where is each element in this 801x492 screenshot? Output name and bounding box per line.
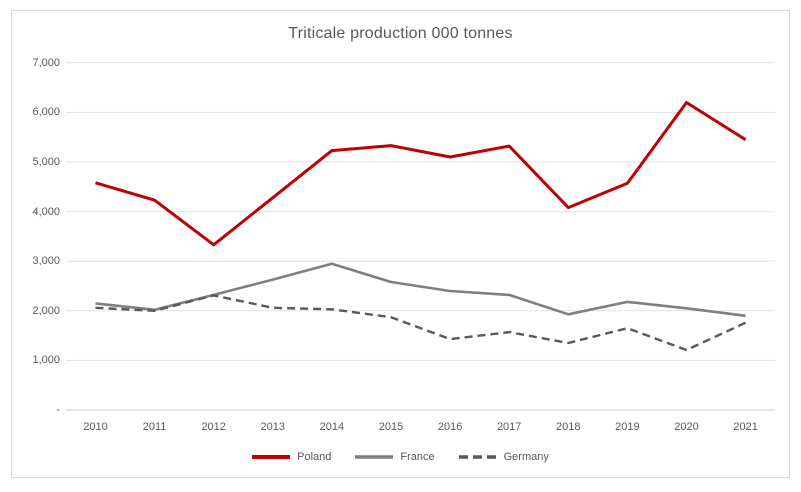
legend-item-france: France bbox=[355, 451, 435, 463]
x-tick-label: 2016 bbox=[437, 421, 463, 433]
legend-swatch-france-icon bbox=[355, 455, 394, 459]
x-tick-label: 2015 bbox=[378, 421, 404, 433]
x-tick-label: 2019 bbox=[615, 421, 640, 433]
legend-label-france: France bbox=[400, 451, 435, 463]
y-tick-label: 2,000 bbox=[32, 304, 60, 317]
series-line-germany bbox=[95, 294, 747, 352]
x-tick-label: 2018 bbox=[556, 421, 581, 433]
chart-title: Triticale production 000 tonnes bbox=[288, 25, 513, 42]
x-tick-label: 2017 bbox=[496, 421, 522, 433]
legend-swatch-germany-icon bbox=[458, 455, 497, 459]
x-tick-label: 2012 bbox=[201, 421, 226, 433]
series-line-france bbox=[95, 262, 746, 318]
legend-item-poland: Poland bbox=[252, 451, 331, 463]
legend-label-poland: Poland bbox=[297, 451, 332, 463]
chart-frame bbox=[11, 10, 790, 478]
legend-label-germany: Germany bbox=[503, 451, 549, 463]
x-tick-label: 2020 bbox=[674, 421, 699, 433]
legend: Poland France Germany bbox=[0, 448, 801, 466]
y-tick-label: 6,000 bbox=[32, 106, 60, 119]
y-tick-label: 4,000 bbox=[32, 205, 60, 218]
y-tick-label: 1,000 bbox=[32, 354, 60, 367]
y-tick-label: 3,000 bbox=[32, 255, 60, 268]
series-line-poland bbox=[95, 101, 747, 247]
y-tick-label: 7,000 bbox=[32, 56, 60, 69]
x-tick-label: 2010 bbox=[83, 421, 108, 433]
x-tick-label: 2011 bbox=[142, 421, 167, 433]
x-tick-label: 2013 bbox=[260, 421, 286, 433]
x-tick-label: 2014 bbox=[319, 421, 345, 433]
x-tick-label: 2021 bbox=[733, 421, 758, 433]
legend-item-germany: Germany bbox=[458, 451, 549, 463]
legend-swatch-poland-icon bbox=[252, 455, 291, 459]
y-tick-label: 5,000 bbox=[32, 156, 60, 168]
y-tick-label: - bbox=[56, 404, 60, 416]
